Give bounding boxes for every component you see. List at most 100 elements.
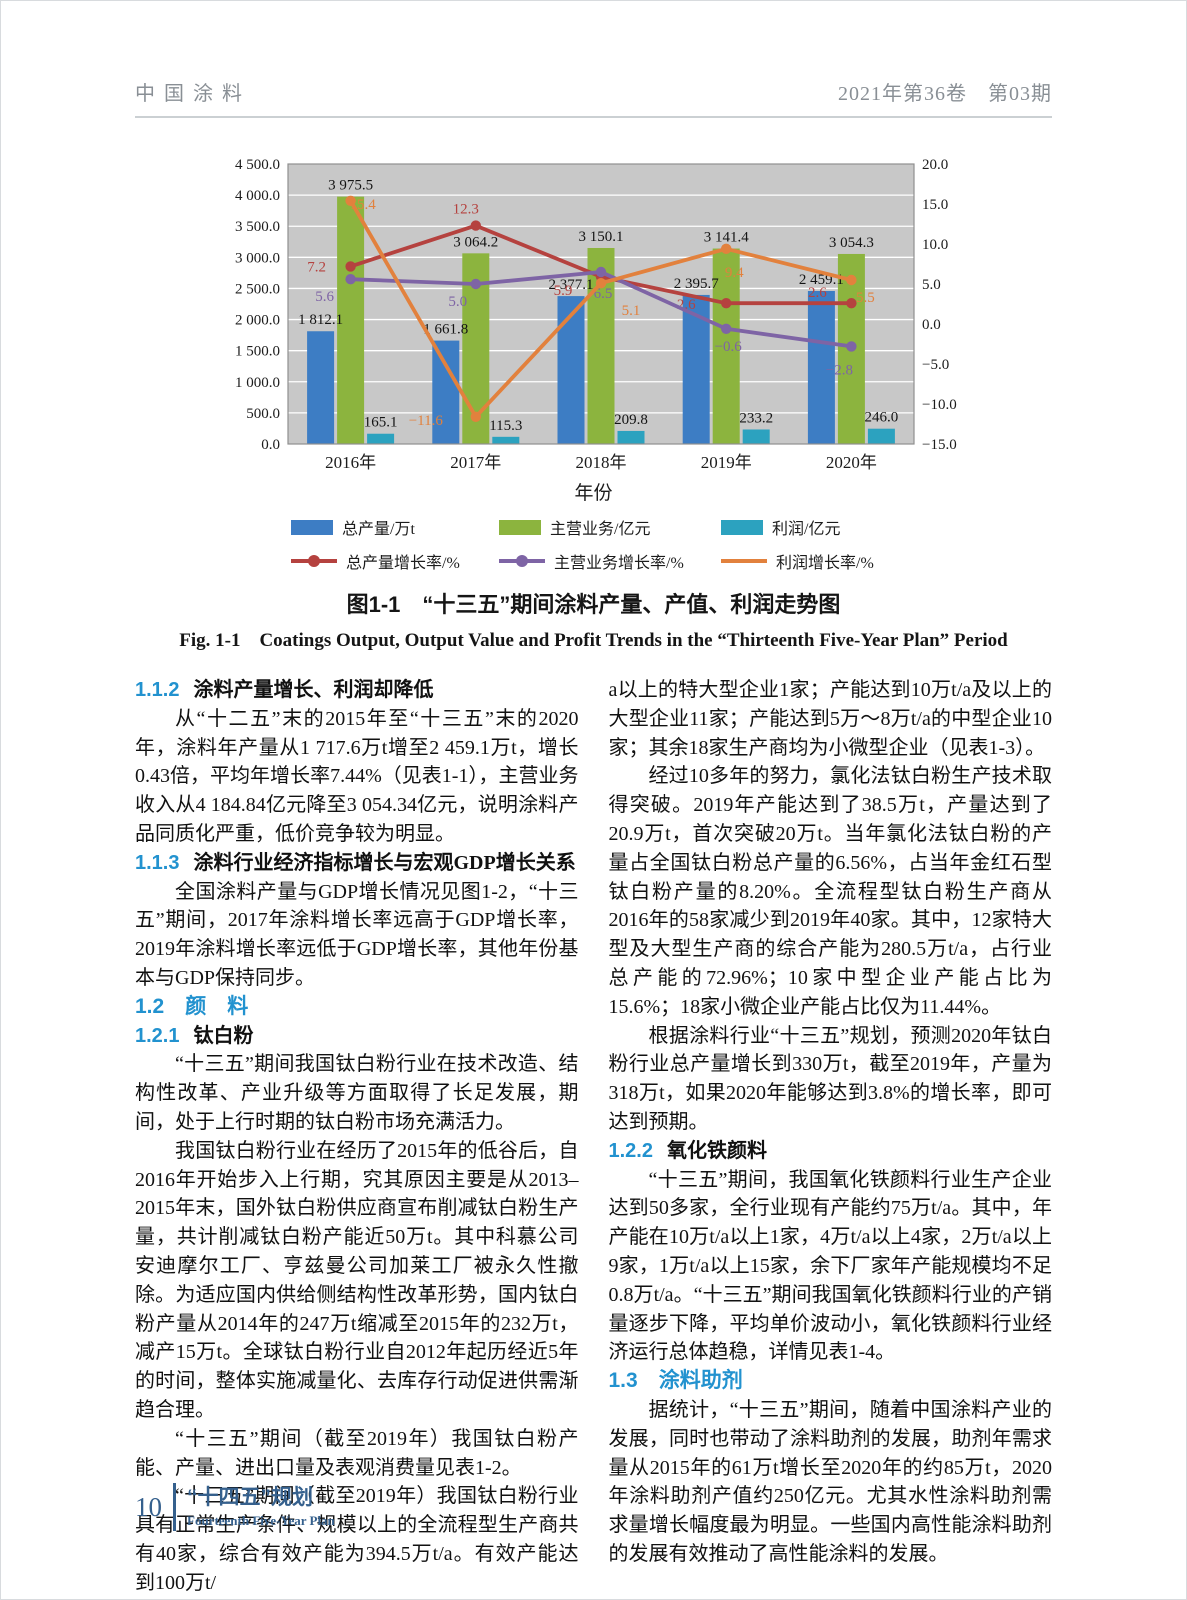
figure-1-1: 4 500.0 4 000.0 3 500.0 3 000.0 2 500.0 2 000…	[135, 152, 1052, 652]
journal-name: 中国涂料	[135, 83, 251, 105]
legend-label: 总产量增长率/%	[346, 555, 460, 572]
section-heading: 1.3 涂料助剂	[608, 1369, 743, 1393]
subsection-heading: 1.1.3 涂料行业经济指标增长与宏观GDP增长关系	[135, 849, 579, 878]
svg-text:3 500.0: 3 500.0	[235, 219, 280, 235]
svg-text:−10.0: −10.0	[922, 397, 957, 413]
svg-text:165.1: 165.1	[363, 415, 397, 431]
orange-line-swatch	[721, 554, 767, 568]
paragraph: “十三五”期间（截至2019年）我国钛白粉产能、产量、进出口量及表观消费量见表1…	[135, 1427, 579, 1479]
svg-text:9.4: 9.4	[724, 265, 743, 281]
legend-item-main-business: 主营业务/亿元	[499, 515, 721, 539]
footer-divider	[173, 1483, 176, 1531]
legend-item-profit: 利润/亿元	[721, 515, 896, 539]
svg-text:2 395.7: 2 395.7	[673, 276, 719, 292]
legend-item-business-growth: 主营业务增长率/%	[499, 549, 721, 573]
svg-text:3 064.2: 3 064.2	[453, 234, 498, 250]
subsection-heading: 1.2.2 氧化铁颜料	[609, 1137, 1053, 1166]
svg-text:1 812.1: 1 812.1	[298, 312, 343, 328]
blue-bar-swatch	[291, 519, 333, 535]
svg-text:5.9: 5.9	[553, 283, 572, 299]
page-footer: 10 “十四五”规划 Fourteenth Five-Year Plan	[135, 1483, 335, 1531]
svg-text:4 500.0: 4 500.0	[235, 157, 280, 173]
svg-text:15.4: 15.4	[349, 197, 376, 213]
svg-text:−0.6: −0.6	[714, 339, 742, 355]
legend-item-output-growth: 总产量增长率/%	[291, 549, 499, 573]
heading-number: 1.1.2	[135, 679, 180, 701]
trend-chart: 4 500.0 4 000.0 3 500.0 3 000.0 2 500.0 2 000…	[235, 157, 957, 472]
figure-caption-en: Fig. 1-1 Coatings Output, Output Value a…	[179, 630, 1008, 651]
paragraph: 根据涂料行业“十三五”规划，预测2020年钛白粉行业总产量增长到330万t，截至…	[608, 1024, 1053, 1133]
svg-text:3 150.1: 3 150.1	[578, 229, 623, 245]
legend-item-profit-growth: 利润增长率/%	[721, 549, 896, 573]
heading-number: 1.2.2	[608, 1139, 653, 1162]
svg-text:12.3: 12.3	[452, 202, 478, 218]
legend-label: 主营业务/亿元	[550, 521, 651, 538]
legend-label: 利润/亿元	[772, 521, 841, 538]
svg-text:−2.8: −2.8	[825, 362, 852, 378]
svg-text:1 000.0: 1 000.0	[235, 375, 280, 391]
chart-legend: 总产量/万t 主营业务/亿元 利润/亿元 总产量增长率/% 主营业务增长率/%	[291, 515, 896, 573]
svg-text:−5.0: −5.0	[922, 357, 949, 373]
svg-text:3 141.4: 3 141.4	[703, 230, 749, 246]
svg-text:2 000.0: 2 000.0	[235, 313, 280, 329]
paragraph: 从“十二五”末的2015年至“十三五”末的2020年，涂料年产量从1 717.6…	[135, 707, 579, 845]
legend-label: 主营业务增长率/%	[554, 555, 684, 572]
svg-text:5.0: 5.0	[922, 277, 941, 293]
svg-text:2 500.0: 2 500.0	[235, 281, 280, 297]
svg-text:5.0: 5.0	[448, 294, 467, 310]
paragraph: a以上的特大型企业1家；产能达到10万t/a及以上的大型企业11家；产能达到5万…	[608, 679, 1053, 759]
footer-plan-cn: “十四五”规划	[187, 1486, 313, 1510]
svg-text:1 661.8: 1 661.8	[423, 322, 468, 338]
svg-text:3 000.0: 3 000.0	[235, 250, 280, 266]
heading-title: 涂料行业经济指标增长与宏观GDP增长关系	[193, 851, 576, 874]
legend-label: 利润增长率/%	[776, 555, 874, 572]
issue-info: 2021年第36卷 第03期	[838, 83, 1052, 105]
paragraph: 据统计，“十三五”期间，随着中国涂料产业的发展，同时也带动了涂料助剂的发展，助剂…	[608, 1398, 1053, 1565]
svg-text:115.3: 115.3	[489, 418, 522, 434]
left-column: 1.1.2 涂料产量增长、利润却降低从“十二五”末的2015年至“十三五”末的20…	[135, 676, 579, 1598]
page-number: 10	[135, 1491, 162, 1522]
svg-text:246.0: 246.0	[864, 410, 898, 426]
green-bar-swatch	[499, 519, 541, 535]
paragraph: “十三五”期间（截至2019年）我国钛白粉行业具有正常生产条件、规模以上的全流程…	[135, 1485, 579, 1594]
legend-label: 总产量/万t	[342, 521, 415, 538]
svg-text:2017年: 2017年	[450, 453, 501, 472]
figure-caption-cn: 图1-1 “十三五”期间涂料产量、产值、利润走势图	[346, 592, 841, 617]
svg-text:2.6: 2.6	[808, 285, 827, 301]
svg-text:0.0: 0.0	[922, 317, 941, 333]
svg-text:2020年: 2020年	[825, 453, 876, 472]
body-columns: 1.1.2 涂料产量增长、利润却降低从“十二五”末的2015年至“十三五”末的20…	[135, 676, 1052, 1598]
paragraph: 全国涂料产量与GDP增长情况见图1-2，“十三五”期间，2017年涂料增长率远高…	[135, 880, 579, 989]
svg-text:209.8: 209.8	[614, 412, 648, 428]
svg-text:7.2: 7.2	[307, 259, 326, 275]
svg-text:0.0: 0.0	[261, 437, 280, 453]
svg-text:15.0: 15.0	[922, 197, 948, 213]
svg-text:20.0: 20.0	[922, 157, 948, 173]
svg-text:2 377.1: 2 377.1	[548, 277, 593, 293]
svg-text:10.0: 10.0	[922, 237, 948, 253]
heading-title: 涂料产量增长、利润却降低	[193, 679, 434, 701]
svg-text:5.5: 5.5	[856, 290, 875, 306]
svg-text:500.0: 500.0	[246, 406, 280, 422]
section-heading: 1.2 颜 料	[135, 994, 249, 1018]
svg-text:5.6: 5.6	[315, 289, 334, 305]
subsection-heading: 1.1.2 涂料产量增长、利润却降低	[135, 676, 579, 705]
svg-text:3 975.5: 3 975.5	[328, 178, 373, 194]
teal-bar-swatch	[721, 519, 763, 535]
svg-text:6.5: 6.5	[593, 286, 612, 302]
subsection-heading: 1.2.1 钛白粉	[135, 1022, 579, 1051]
heading-title: 氧化铁颜料	[666, 1139, 767, 1162]
heading-number: 1.1.3	[135, 851, 180, 874]
header-rule	[135, 116, 1052, 118]
svg-text:3 054.3: 3 054.3	[828, 235, 873, 251]
purple-line-swatch	[499, 554, 545, 568]
page-header: 中国涂料 2021年第36卷 第03期	[135, 1, 1052, 106]
svg-text:2018年: 2018年	[575, 453, 626, 472]
heading-title: 钛白粉	[193, 1024, 254, 1047]
svg-text:233.2: 233.2	[739, 410, 773, 426]
svg-text:2019年: 2019年	[700, 453, 751, 472]
svg-text:5.1: 5.1	[621, 303, 640, 319]
svg-text:2016年: 2016年	[325, 453, 376, 472]
paragraph: “十三五”期间，我国氧化铁颜料行业生产企业达到50多家，全行业现有产能约75万t…	[608, 1168, 1053, 1364]
paragraph: “十三五”期间我国钛白粉行业在技术改造、结构性改革、产业升级等方面取得了长足发展…	[135, 1053, 579, 1133]
